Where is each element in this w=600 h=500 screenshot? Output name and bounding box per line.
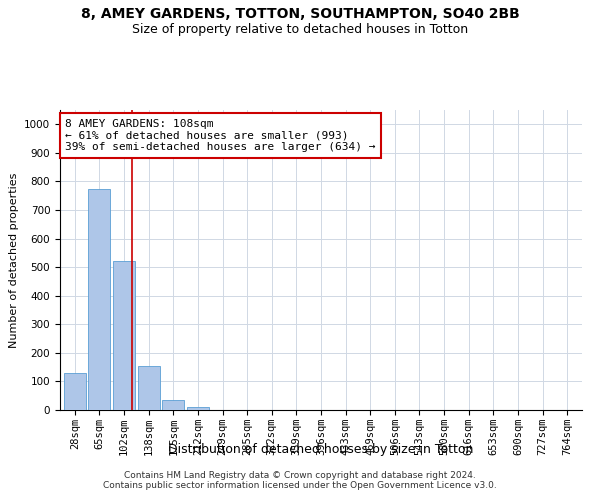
Bar xyxy=(113,262,135,410)
Bar xyxy=(137,366,160,410)
Text: 8, AMEY GARDENS, TOTTON, SOUTHAMPTON, SO40 2BB: 8, AMEY GARDENS, TOTTON, SOUTHAMPTON, SO… xyxy=(80,8,520,22)
Y-axis label: Number of detached properties: Number of detached properties xyxy=(8,172,19,348)
Bar xyxy=(64,373,86,410)
Bar xyxy=(162,400,184,410)
Text: 8 AMEY GARDENS: 108sqm
← 61% of detached houses are smaller (993)
39% of semi-de: 8 AMEY GARDENS: 108sqm ← 61% of detached… xyxy=(65,119,376,152)
Text: Distribution of detached houses by size in Totton: Distribution of detached houses by size … xyxy=(169,442,473,456)
Bar xyxy=(187,407,209,410)
Text: Contains HM Land Registry data © Crown copyright and database right 2024.
Contai: Contains HM Land Registry data © Crown c… xyxy=(103,470,497,490)
Bar xyxy=(88,188,110,410)
Text: Size of property relative to detached houses in Totton: Size of property relative to detached ho… xyxy=(132,22,468,36)
